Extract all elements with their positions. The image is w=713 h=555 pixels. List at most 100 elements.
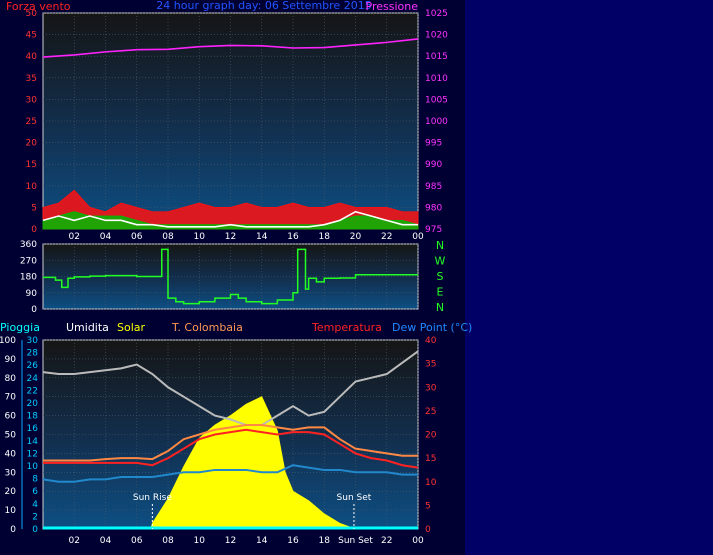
panel3-x-tick-label: 00 — [412, 536, 424, 546]
panel1-left-tick-label: 20 — [26, 139, 38, 149]
panel1-left-tick-label: 30 — [26, 95, 38, 105]
panel1-right-tick-label: 985 — [425, 182, 442, 192]
panel3-annotation-label: Sun Set — [337, 493, 372, 503]
panel3-left2-tick-label: 18 — [27, 412, 39, 422]
panel3-x-tick-label: 16 — [287, 536, 299, 546]
panel3-left-tick-label: 10 — [5, 506, 17, 516]
panel2-tick-label: 270 — [20, 256, 37, 266]
panel2-compass-label: N — [436, 239, 444, 252]
panel1-right-label: Pressione — [366, 0, 419, 13]
panel1-x-tick-label: 08 — [162, 232, 174, 242]
panel1-right-tick-label: 990 — [425, 160, 442, 170]
panel3-x-tick-label: 02 — [69, 536, 80, 546]
panel3-x-tick-label: 14 — [256, 536, 268, 546]
panel1-left-tick-label: 25 — [26, 117, 37, 127]
panel1-x-tick-label: 20 — [350, 232, 362, 242]
panel3-left2-tick-label: 22 — [27, 386, 38, 396]
panel1-x-tick-label: 10 — [194, 232, 206, 242]
panel3-legend-label: Solar — [117, 321, 146, 334]
panel2-compass-label: N — [436, 301, 444, 314]
panel3-left-tick-label: 90 — [5, 355, 17, 365]
panel1-x-tick-label: 00 — [412, 232, 424, 242]
panel3-left2-tick-label: 30 — [27, 336, 39, 346]
panel3-right-tick-label: 20 — [425, 431, 437, 441]
panel3-left-tick-label: 30 — [5, 468, 17, 478]
panel2-tick-label: 90 — [26, 289, 38, 299]
panel1-left-tick-label: 45 — [26, 31, 37, 41]
panel1-left-tick-label: 10 — [26, 182, 38, 192]
panel2-tick-label: 0 — [31, 305, 37, 315]
panel2-direction-line — [43, 248, 418, 305]
panel3-left2-tick-label: 26 — [27, 361, 39, 371]
panel1-x-tick-label: 16 — [287, 232, 299, 242]
panel2-tick-label: 180 — [20, 273, 37, 283]
panel1-series-line — [42, 210, 418, 228]
panel3-left2-tick-label: 6 — [32, 487, 38, 497]
panel1-x-tick-label: 06 — [131, 232, 143, 242]
panel3-left-tick-label: 70 — [5, 393, 17, 403]
panel1-right-tick-label: 980 — [425, 203, 442, 213]
panel3-x-tick-label: Sun Set — [338, 536, 373, 546]
panel3-right-tick-label: 5 — [425, 501, 431, 511]
panel1-x-tick-label: 12 — [225, 232, 236, 242]
panel1-right-tick-label: 975 — [425, 225, 442, 235]
panel3-series-line — [42, 350, 419, 427]
panel3-right-tick-label: 0 — [425, 525, 431, 535]
panel3-left-tick-label: 60 — [5, 412, 17, 422]
panel3-x-tick-label: 18 — [319, 536, 331, 546]
panel3-left2-tick-label: 16 — [27, 424, 39, 434]
panel3-x-tick-label: 12 — [225, 536, 236, 546]
panel1-right-tick-label: 1005 — [425, 95, 448, 105]
panel3-left-tick-label: 20 — [5, 487, 17, 497]
panel3-left2-tick-label: 4 — [32, 500, 38, 510]
panel1-title: 24 hour graph day: 06 Settembre 2015 — [156, 0, 371, 12]
panel3-x-tick-label: 06 — [131, 536, 143, 546]
panel3-left2-tick-label: 0 — [32, 525, 38, 535]
panel3-annotation-label: Sun Rise — [133, 493, 172, 503]
panel1-right-tick-label: 1025 — [425, 9, 448, 19]
panel3-legend-label: Temperatura — [311, 321, 382, 334]
panel2-compass-label: E — [437, 286, 444, 299]
panel1-right-tick-label: 995 — [425, 139, 442, 149]
panel3-right-tick-label: 30 — [425, 383, 437, 393]
panel1-left-tick-label: 15 — [26, 160, 37, 170]
panel1-left-tick-label: 50 — [26, 9, 38, 19]
panel3-left-tick-label: 40 — [5, 449, 17, 459]
panel3-x-tick-label: 04 — [100, 536, 112, 546]
panel1-left-tick-label: 40 — [26, 52, 38, 62]
panel1-left-label: Forza vento — [6, 0, 71, 13]
panel3-left2-tick-label: 14 — [27, 437, 39, 447]
panel3-legend-label: Dew Point (°C) — [392, 321, 472, 334]
page-margin — [465, 0, 713, 555]
panel3-left2-tick-label: 8 — [32, 475, 38, 485]
panel3-right-tick-label: 15 — [425, 454, 436, 464]
panel1-left-tick-label: 35 — [26, 74, 37, 84]
panel1-x-tick-label: 02 — [69, 232, 80, 242]
panel1-left-tick-label: 5 — [31, 203, 37, 213]
panel1-right-tick-label: 1020 — [425, 31, 448, 41]
panel3-x-tick-label: 10 — [194, 536, 206, 546]
panel3-right-tick-label: 40 — [425, 336, 437, 346]
panel1-series-line — [42, 38, 419, 58]
panel1-x-tick-label: 18 — [319, 232, 331, 242]
panel3-series-line — [43, 424, 418, 462]
panel3-series-line — [43, 428, 419, 469]
panel3-legend-label: Umidita — [66, 321, 109, 334]
panel1-x-tick-label: 14 — [256, 232, 268, 242]
panel3-left-tick-label: 100 — [0, 336, 16, 346]
panel1-left-tick-label: 0 — [31, 225, 37, 235]
panel3-right-tick-label: 10 — [425, 478, 437, 488]
panel3-left2-tick-label: 20 — [27, 399, 39, 409]
panel3-left2-tick-label: 12 — [27, 449, 38, 459]
panel3-left2-tick-label: 28 — [27, 349, 39, 359]
panel1-x-tick-label: 04 — [100, 232, 112, 242]
panel2-compass-label: S — [437, 270, 444, 283]
panel1-x-tick-label: 22 — [381, 232, 392, 242]
panel1-series-area — [42, 189, 419, 230]
panel3-legend-label: T. Colombaia — [171, 321, 243, 334]
panel3-left2-tick-label: 10 — [27, 462, 39, 472]
panel3-legend-label: Pioggia — [0, 321, 40, 334]
panel3-right-tick-label: 35 — [425, 360, 436, 370]
panel1-right-tick-label: 1000 — [425, 117, 448, 127]
